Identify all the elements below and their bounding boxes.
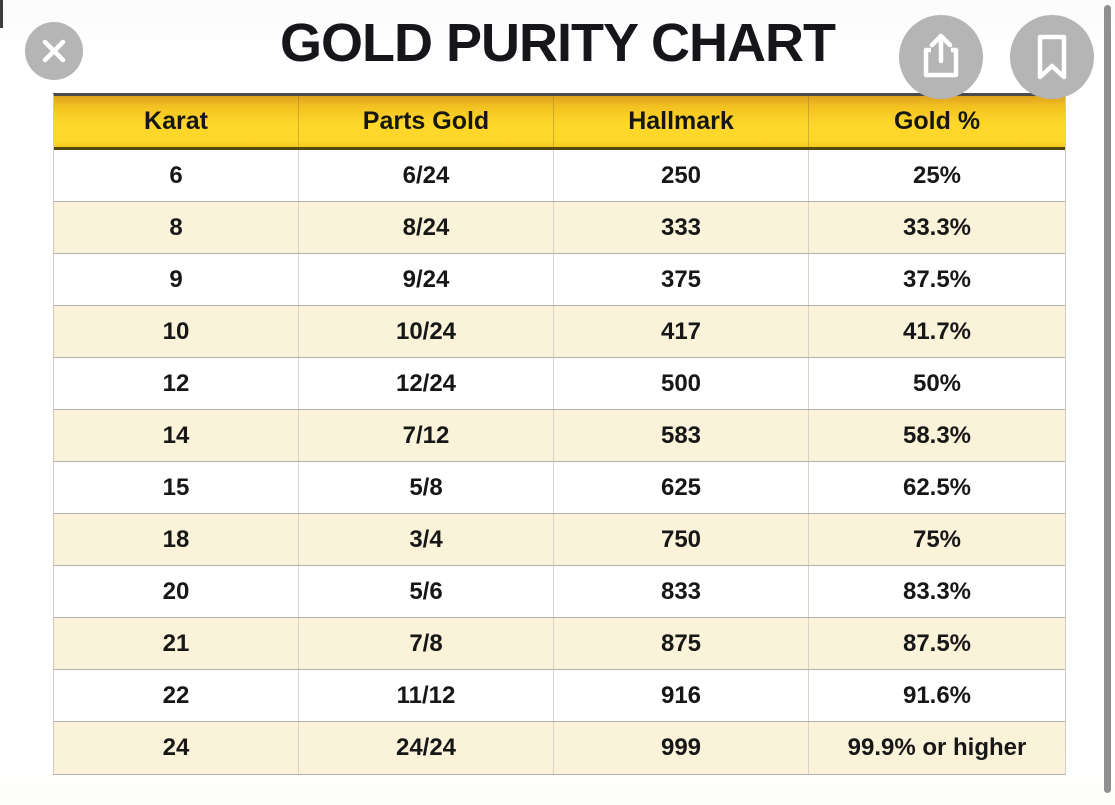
cell-parts-gold: 11/12	[299, 670, 554, 721]
cell-karat: 15	[54, 462, 299, 513]
cell-hallmark: 750	[554, 514, 809, 565]
bookmark-icon	[1037, 34, 1067, 80]
bookmark-button[interactable]	[1010, 15, 1094, 99]
gold-purity-table: Karat Parts Gold Hallmark Gold % 6 6/24 250 25…	[53, 93, 1066, 775]
cell-gold-percent: 87.5%	[902, 629, 972, 657]
table-row: 24 24/24 999 99.9% or higher	[54, 722, 1065, 774]
cell-parts-gold: 7/8	[299, 618, 554, 669]
table-row: 12 12/24 500 50%	[54, 358, 1065, 410]
cell-gold-percent: 62.5%	[902, 473, 972, 501]
cell-hallmark: 417	[554, 306, 809, 357]
close-button[interactable]	[25, 22, 83, 80]
cell-karat: 10	[54, 306, 299, 357]
cell-hallmark: 916	[554, 670, 809, 721]
table-row: 20 5/6 833 83.3%	[54, 566, 1065, 618]
cell-gold-percent: 50%	[912, 369, 962, 397]
cell-hallmark: 833	[554, 566, 809, 617]
screen-edge-artifact	[0, 0, 3, 28]
cell-karat: 24	[54, 722, 299, 774]
cell-gold-percent: 91.6%	[902, 681, 972, 709]
cell-gold-percent: 25%	[912, 161, 962, 189]
cell-karat: 20	[54, 566, 299, 617]
cell-parts-gold: 10/24	[299, 306, 554, 357]
page-title: GOLD PURITY CHART	[279, 13, 836, 73]
table-row: 22 11/12 916 91.6%	[54, 670, 1065, 722]
column-header-karat: Karat	[54, 96, 299, 147]
table-header-row: Karat Parts Gold Hallmark Gold %	[54, 96, 1065, 150]
cell-karat: 21	[54, 618, 299, 669]
cell-gold-percent: 99.9% or higher	[847, 734, 1027, 761]
cell-parts-gold: 6/24	[299, 150, 554, 201]
cell-hallmark: 375	[554, 254, 809, 305]
cell-parts-gold: 5/8	[299, 462, 554, 513]
cell-karat: 8	[54, 202, 299, 253]
column-header-gold-percent: Gold %	[893, 107, 981, 135]
cell-gold-percent: 37.5%	[902, 265, 972, 293]
cell-hallmark: 583	[554, 410, 809, 461]
cell-parts-gold: 7/12	[299, 410, 554, 461]
cell-karat: 9	[54, 254, 299, 305]
cell-hallmark: 999	[554, 722, 809, 774]
table-row: 14 7/12 583 58.3%	[54, 410, 1065, 462]
cell-parts-gold: 8/24	[299, 202, 554, 253]
cell-karat: 22	[54, 670, 299, 721]
table-row: 8 8/24 333 33.3%	[54, 202, 1065, 254]
table-row: 21 7/8 875 87.5%	[54, 618, 1065, 670]
share-icon	[923, 33, 959, 78]
cell-gold-percent: 83.3%	[902, 577, 972, 605]
close-icon	[42, 39, 66, 63]
cell-parts-gold: 5/6	[299, 566, 554, 617]
column-header-parts-gold: Parts Gold	[299, 96, 554, 147]
cell-gold-percent: 33.3%	[902, 213, 972, 241]
cell-hallmark: 500	[554, 358, 809, 409]
cell-hallmark: 875	[554, 618, 809, 669]
table-row: 15 5/8 625 62.5%	[54, 462, 1065, 514]
column-header-hallmark: Hallmark	[554, 96, 809, 147]
table-body: 6 6/24 250 25% 8 8/24 333 33.3% 9 9/24 375 37.5% 10 1…	[54, 150, 1065, 774]
cell-hallmark: 333	[554, 202, 809, 253]
cell-gold-percent: 58.3%	[902, 421, 972, 449]
share-button[interactable]	[899, 15, 983, 99]
table-row: 6 6/24 250 25%	[54, 150, 1065, 202]
cell-gold-percent: 41.7%	[902, 317, 972, 345]
cell-parts-gold: 9/24	[299, 254, 554, 305]
cell-parts-gold: 3/4	[299, 514, 554, 565]
table-row: 9 9/24 375 37.5%	[54, 254, 1065, 306]
cell-karat: 6	[54, 150, 299, 201]
cell-parts-gold: 12/24	[299, 358, 554, 409]
table-row: 10 10/24 417 41.7%	[54, 306, 1065, 358]
scrollbar[interactable]	[1104, 5, 1111, 793]
cell-karat: 14	[54, 410, 299, 461]
cell-hallmark: 625	[554, 462, 809, 513]
table-row: 18 3/4 750 75%	[54, 514, 1065, 566]
cell-parts-gold: 24/24	[299, 722, 554, 774]
cell-karat: 12	[54, 358, 299, 409]
cell-hallmark: 250	[554, 150, 809, 201]
cell-karat: 18	[54, 514, 299, 565]
cell-gold-percent: 75%	[912, 525, 962, 553]
